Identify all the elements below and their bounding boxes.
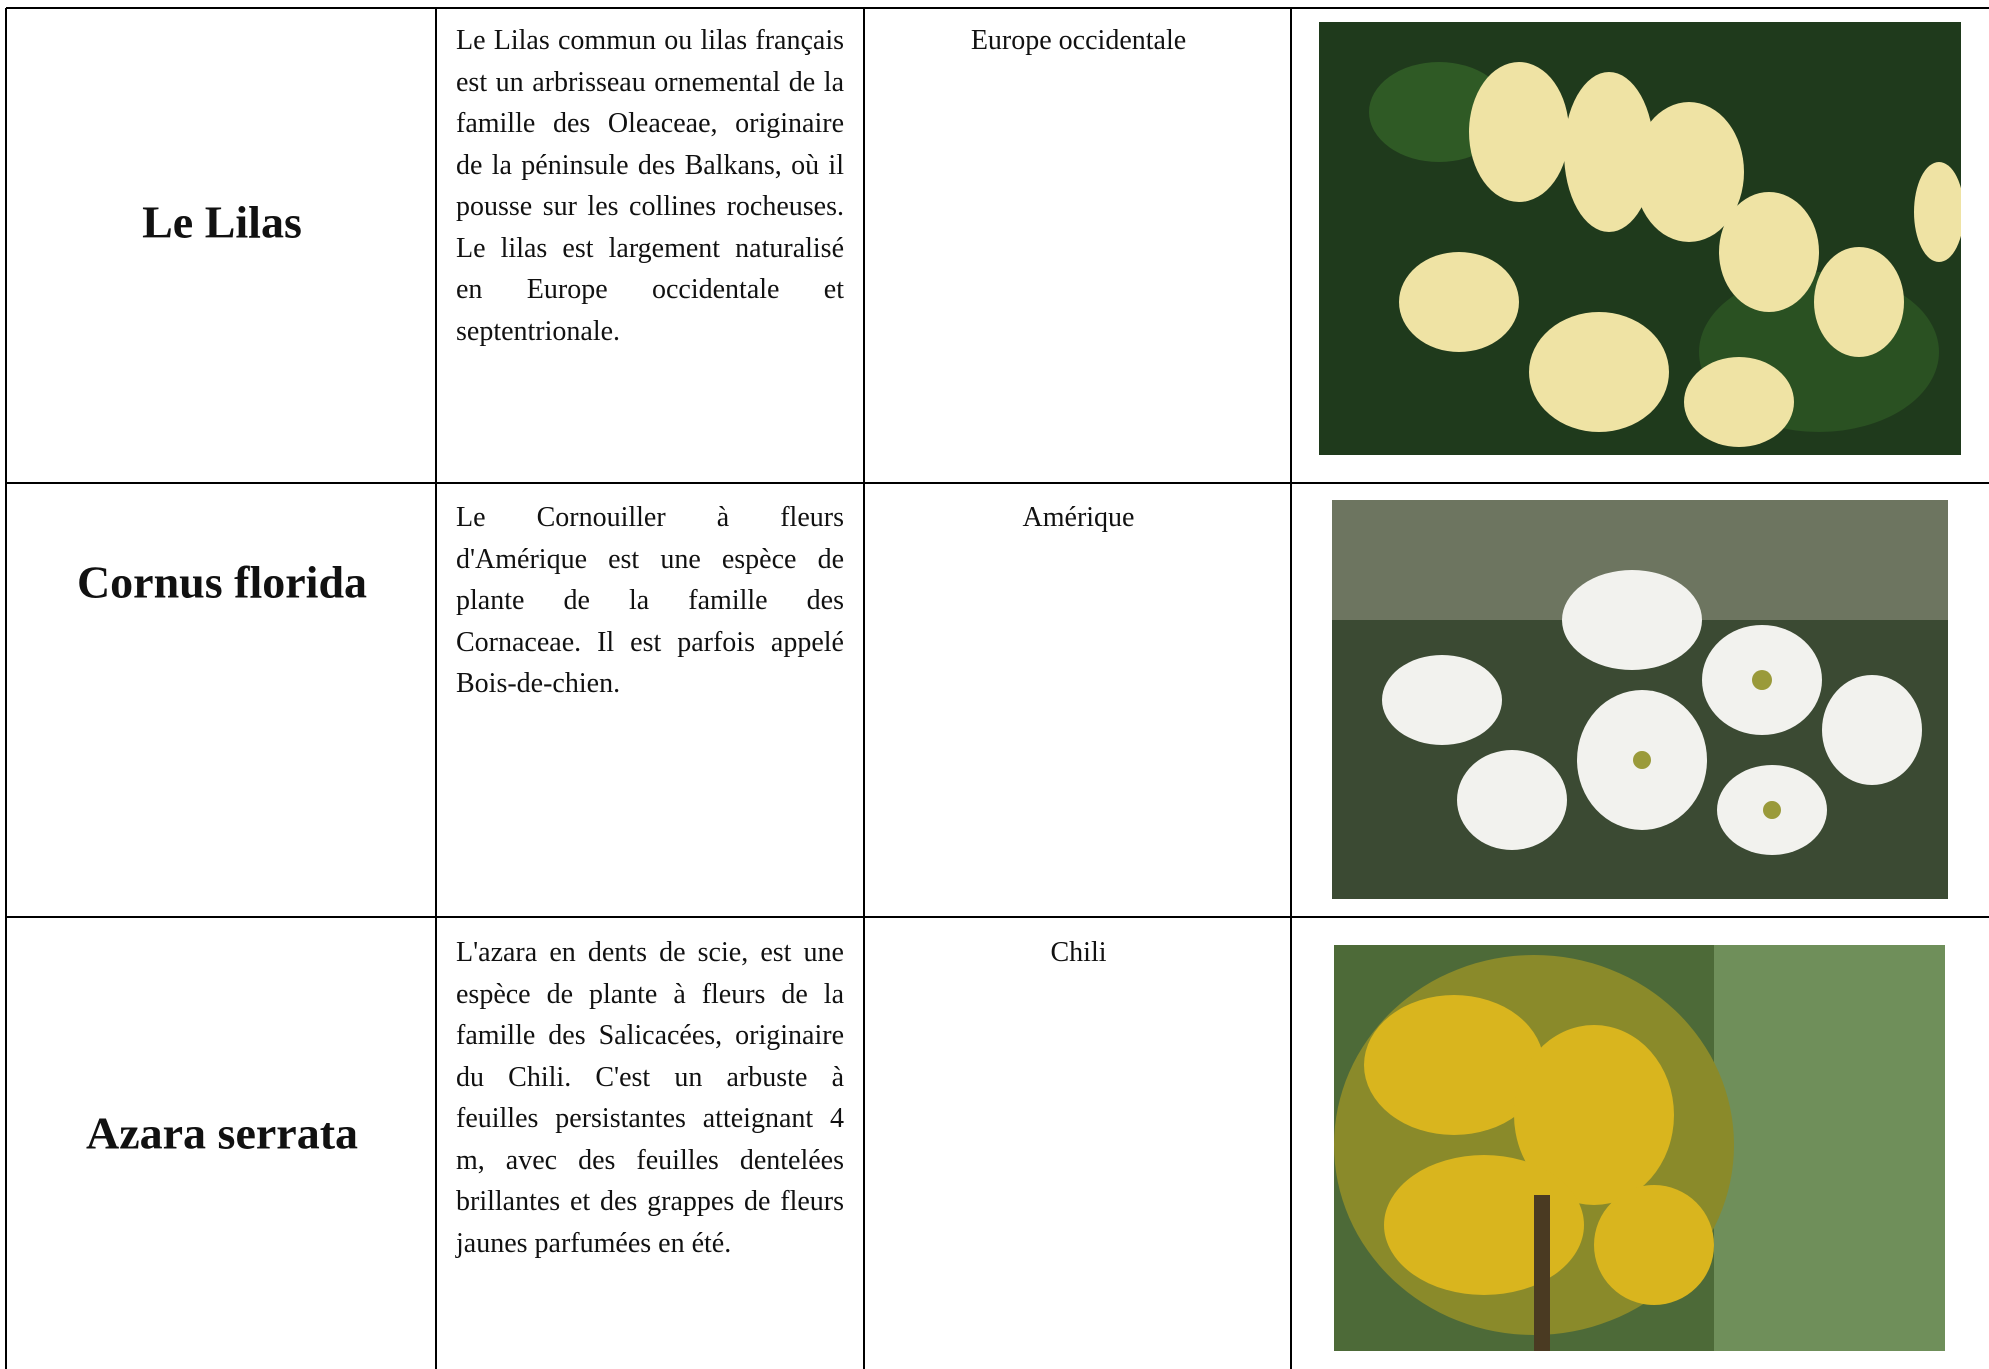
plant-description: L'azara en dents de scie, est une espèce… [456,937,844,1259]
rule [863,8,865,1369]
rule [6,7,1989,9]
plant-name: Azara serrata [85,1107,359,1159]
plant-region: Amérique [1022,502,1135,533]
plant-region: Europe occidentale [970,25,1187,56]
plant-name: Cornus florida [76,556,368,608]
plant-description: Le Lilas commun ou lilas français est un… [456,25,844,347]
plant-description: Le Cornouiller à fleurs d'Amérique est u… [456,502,844,699]
photo [1319,22,1961,455]
rule [6,482,1989,484]
photo [1332,500,1948,899]
rule [5,8,7,1369]
plant-name: Le Lilas [142,196,302,248]
rule [435,8,437,1369]
photo [1334,945,1945,1351]
plant-region: Chili [1050,937,1107,968]
rule [6,916,1989,918]
rule [1290,8,1292,1369]
